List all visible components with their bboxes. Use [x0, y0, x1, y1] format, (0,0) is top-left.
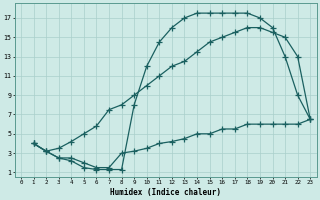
X-axis label: Humidex (Indice chaleur): Humidex (Indice chaleur)	[110, 188, 221, 197]
